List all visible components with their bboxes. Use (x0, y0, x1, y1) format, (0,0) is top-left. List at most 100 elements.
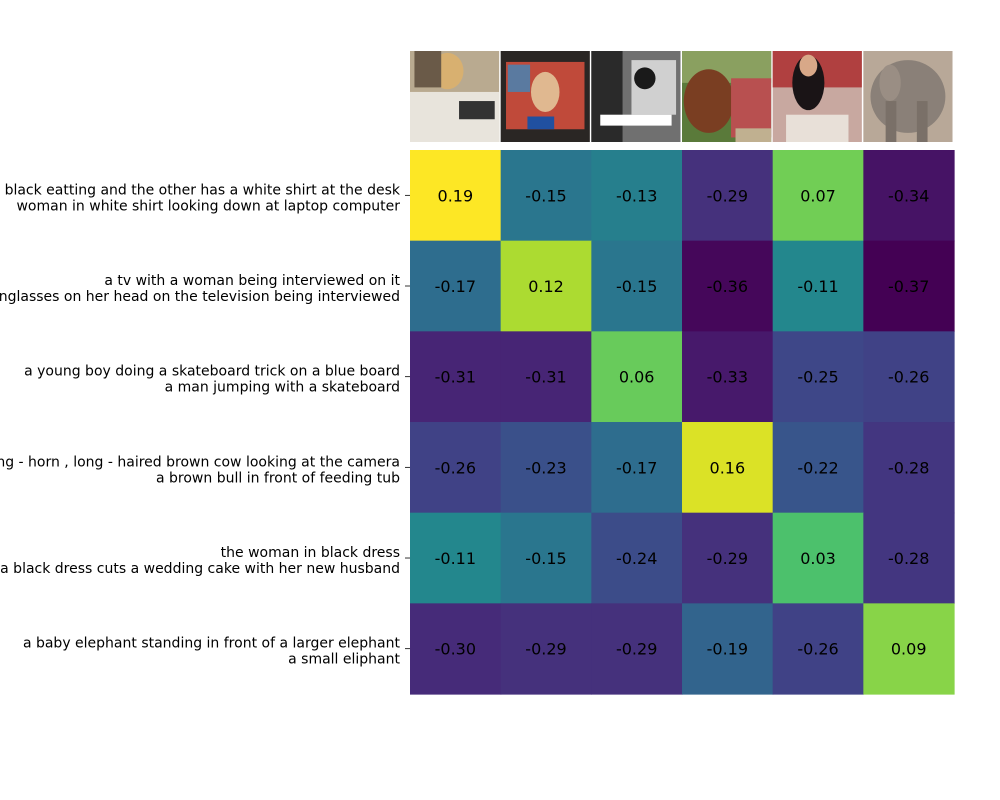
cell-value-label: -0.15 (525, 186, 566, 205)
cell-value-label: -0.13 (616, 186, 657, 205)
cell-value-label: -0.37 (888, 277, 929, 296)
row-caption: a tv with a woman being interviewed on i… (104, 273, 400, 289)
heatmap-cell (772, 150, 864, 242)
heatmap-cell (682, 150, 774, 242)
thumbnail-shape (600, 114, 672, 126)
row-caption: a baby elephant standing in front of a l… (23, 636, 401, 652)
cell-value-label: 0.06 (619, 368, 655, 387)
thumbnail-shape (799, 54, 818, 77)
cell-value-label: 0.09 (891, 640, 927, 659)
tv-interview-image (500, 51, 590, 142)
heatmap-cell (591, 240, 683, 332)
cell-value-label: -0.17 (616, 458, 657, 477)
heatmap-cell (410, 240, 502, 332)
heatmap-cells: 0.19 -0.15 -0.13 -0.29 0.07 -0.34 -0.17 0.12 -0.… (410, 150, 955, 695)
cell-value-label: -0.28 (888, 458, 929, 477)
heatmap-cell (863, 422, 955, 514)
heatmap-cell (772, 240, 864, 332)
heatmap-cell (591, 603, 683, 695)
woman-at-laptop-image (410, 51, 500, 142)
row-caption: the woman in black dress (221, 545, 400, 561)
cell-value-label: -0.30 (435, 640, 476, 659)
thumbnail-shape (735, 128, 772, 142)
elephant-image (863, 51, 953, 142)
cell-value-label: -0.29 (707, 186, 748, 205)
cell-value-label: -0.34 (888, 186, 929, 205)
heatmap-cell (591, 422, 683, 514)
heatmap-cell (863, 603, 955, 695)
cell-value-label: -0.22 (797, 458, 838, 477)
thumbnail-shape (459, 101, 495, 120)
thumbnail-shape (527, 116, 555, 130)
thumbnail-shape (631, 60, 677, 115)
row-caption: a man jumping with a skateboard (165, 380, 400, 396)
cell-value-label: -0.11 (435, 549, 476, 568)
heatmap-cell (772, 603, 864, 695)
row-caption: a long - horn , long - haired brown cow … (0, 454, 400, 470)
cell-value-label: -0.19 (707, 640, 748, 659)
heatmap-cell (591, 150, 683, 242)
heatmap-cell (410, 603, 502, 695)
cell-value-label: -0.28 (888, 549, 929, 568)
heatmap-cell (772, 422, 864, 514)
thumbnail-shape (731, 78, 772, 138)
thumbnail-shape (530, 71, 560, 112)
row-caption: a small eliphant (288, 652, 400, 668)
heatmap-cell (410, 150, 502, 242)
cell-value-label: -0.23 (525, 458, 566, 477)
cell-value-label: -0.36 (707, 277, 748, 296)
heatmap-cell (682, 240, 774, 332)
cell-value-label: 0.19 (438, 186, 474, 205)
cell-value-label: -0.26 (435, 458, 476, 477)
thumbnail-shape (414, 51, 442, 88)
thumbnail-shape (507, 64, 531, 92)
heatmap-cell (772, 512, 864, 604)
heatmap-cell (863, 512, 955, 604)
cell-value-label: -0.31 (525, 368, 566, 387)
skateboard-image (591, 51, 681, 142)
thumbnail-shape (786, 114, 849, 142)
heatmap-cell (500, 240, 592, 332)
cell-value-label: -0.11 (797, 277, 838, 296)
thumbnail-shape (591, 51, 623, 142)
thumbnail-shape (885, 101, 897, 142)
cell-value-label: 0.03 (800, 549, 836, 568)
heatmap-cell (591, 512, 683, 604)
heatmap-cell (500, 422, 592, 514)
cell-value-label: -0.24 (616, 549, 657, 568)
row-caption: a woman in a black dress cuts a wedding … (0, 561, 400, 577)
thumbnail-shape (634, 67, 656, 90)
cell-value-label: -0.15 (525, 549, 566, 568)
cell-value-label: -0.26 (888, 368, 929, 387)
cell-value-label: 0.12 (528, 277, 564, 296)
heatmap-cell (410, 331, 502, 423)
thumbnail-shape (683, 69, 734, 133)
heatmap-cell (772, 331, 864, 423)
cell-value-label: -0.29 (616, 640, 657, 659)
cell-value-label: -0.25 (797, 368, 838, 387)
heatmap-cell (500, 512, 592, 604)
heatmap-cell (500, 603, 592, 695)
column-image-strip (410, 51, 953, 142)
row-caption: a woman with sunglasses on her head on t… (0, 289, 400, 305)
thumbnail-shape (879, 64, 901, 102)
heatmap-cell (591, 331, 683, 423)
brown-cow-image (682, 51, 772, 142)
heatmap-cell (863, 331, 955, 423)
heatmap-cell (500, 331, 592, 423)
row-caption: a young boy doing a skateboard trick on … (24, 364, 400, 380)
cell-value-label: -0.29 (707, 549, 748, 568)
thumbnail-shape (870, 60, 946, 133)
heatmap-cell (682, 512, 774, 604)
heatmap-cell (863, 150, 955, 242)
row-labels: woman in black eatting and the other has… (0, 182, 410, 668)
cell-value-label: -0.31 (435, 368, 476, 387)
cell-value-label: 0.16 (710, 458, 746, 477)
cell-value-label: 0.07 (800, 186, 836, 205)
heatmap-cell (682, 603, 774, 695)
cell-value-label: -0.15 (616, 277, 657, 296)
cell-value-label: -0.17 (435, 277, 476, 296)
heatmap-cell (682, 422, 774, 514)
heatmap-cell (410, 512, 502, 604)
heatmap-cell (500, 150, 592, 242)
